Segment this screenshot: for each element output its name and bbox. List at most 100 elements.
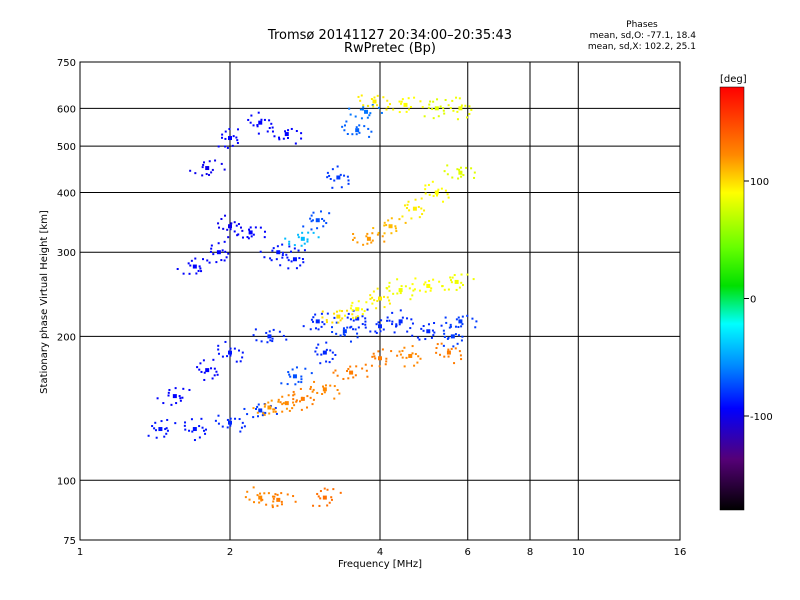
data-point-spread: [182, 272, 185, 275]
data-point-spread: [259, 492, 262, 495]
data-point-spread: [388, 319, 391, 322]
data-point-spread: [352, 232, 355, 235]
y-tick-label: 400: [57, 188, 76, 199]
data-point-spread: [275, 258, 278, 261]
data-point-spread: [237, 223, 240, 226]
data-point-spread: [414, 277, 417, 280]
data-point-spread: [312, 231, 315, 234]
data-point-spread: [178, 395, 181, 398]
data-point-spread: [198, 436, 201, 439]
data-point: [300, 236, 305, 241]
data-point-spread: [224, 340, 227, 343]
colorbar-label: [deg]: [720, 74, 747, 85]
data-point-spread: [424, 281, 427, 284]
data-point-spread: [459, 166, 462, 169]
data-point-spread: [449, 325, 452, 328]
data-point-spread: [311, 390, 314, 393]
data-point-spread: [300, 381, 303, 384]
data-point-spread: [370, 364, 373, 367]
chart-title: Tromsø 20141127 20:34:00–20:35:43: [267, 28, 513, 43]
data-point-spread: [271, 495, 274, 498]
data-point-spread: [362, 106, 365, 109]
data-point: [450, 334, 455, 339]
data-point-spread: [244, 496, 247, 499]
data-point-spread: [374, 330, 377, 333]
data-point-spread: [246, 236, 249, 239]
phase-stats-header: Phases: [626, 20, 658, 30]
data-point-spread: [352, 376, 355, 379]
x-tick-label: 16: [674, 547, 687, 558]
data-point-spread: [221, 249, 224, 252]
data-point-spread: [440, 187, 443, 190]
data-point-spread: [190, 418, 193, 421]
data-point: [292, 257, 297, 262]
data-point-spread: [380, 111, 383, 114]
data-point: [355, 128, 360, 133]
data-point-spread: [409, 298, 412, 301]
data-point-spread: [436, 98, 439, 101]
data-point-spread: [166, 429, 169, 432]
data-point-spread: [168, 388, 171, 391]
data-point-spread: [422, 325, 425, 328]
data-point-spread: [372, 105, 375, 108]
data-point-spread: [367, 127, 370, 130]
data-point-spread: [203, 429, 206, 432]
data-point-spread: [418, 338, 421, 341]
data-point-spread: [377, 350, 380, 353]
data-point-spread: [285, 253, 288, 256]
data-point-spread: [339, 491, 342, 494]
data-point: [192, 264, 197, 269]
x-tick-label: 2: [227, 547, 233, 558]
data-point-spread: [286, 256, 289, 259]
data-point: [228, 420, 232, 425]
data-point-spread: [211, 168, 214, 171]
data-point-spread: [445, 321, 448, 324]
data-point: [248, 230, 253, 235]
data-point-spread: [403, 346, 406, 349]
data-point-spread: [331, 321, 334, 324]
data-point-spread: [375, 331, 378, 334]
data-point-spread: [446, 164, 449, 167]
data-point-spread: [291, 407, 294, 410]
data-point-spread: [465, 166, 468, 169]
y-tick-label: 75: [63, 536, 76, 547]
data-point-spread: [372, 227, 375, 230]
data-point-spread: [217, 348, 220, 351]
data-point-spread: [273, 408, 276, 411]
data-point-spread: [442, 200, 445, 203]
data-point-spread: [357, 95, 360, 98]
data-point-spread: [216, 373, 219, 376]
data-point-spread: [277, 400, 280, 403]
data-point-spread: [254, 226, 257, 229]
data-point-spread: [368, 114, 371, 117]
data-point-spread: [317, 495, 320, 498]
data-point: [267, 405, 272, 410]
data-point-spread: [203, 161, 206, 164]
data-point-spread: [383, 295, 386, 298]
data-point-spread: [224, 137, 227, 140]
data-point-spread: [381, 235, 384, 238]
data-point-spread: [321, 316, 324, 319]
data-point-spread: [330, 496, 333, 499]
data-point-spread: [376, 94, 379, 97]
data-point-spread: [339, 319, 342, 322]
data-point: [364, 109, 369, 114]
data-point-spread: [271, 130, 274, 133]
data-point-spread: [393, 331, 396, 334]
data-point-spread: [183, 424, 186, 427]
data-point-spread: [453, 274, 456, 277]
data-point-spread: [442, 329, 445, 332]
data-point-spread: [387, 105, 390, 108]
data-point-spread: [261, 498, 264, 501]
data-point-spread: [204, 432, 207, 435]
data-point-spread: [386, 296, 389, 299]
data-point-spread: [329, 384, 332, 387]
data-point-spread: [322, 385, 325, 388]
data-point-spread: [307, 231, 310, 234]
y-tick-label: 300: [57, 248, 76, 259]
x-tick-label: 10: [572, 547, 585, 558]
data-point-spread: [427, 106, 430, 109]
data-point: [315, 319, 320, 324]
data-point: [276, 250, 281, 255]
data-point-spread: [373, 355, 376, 358]
